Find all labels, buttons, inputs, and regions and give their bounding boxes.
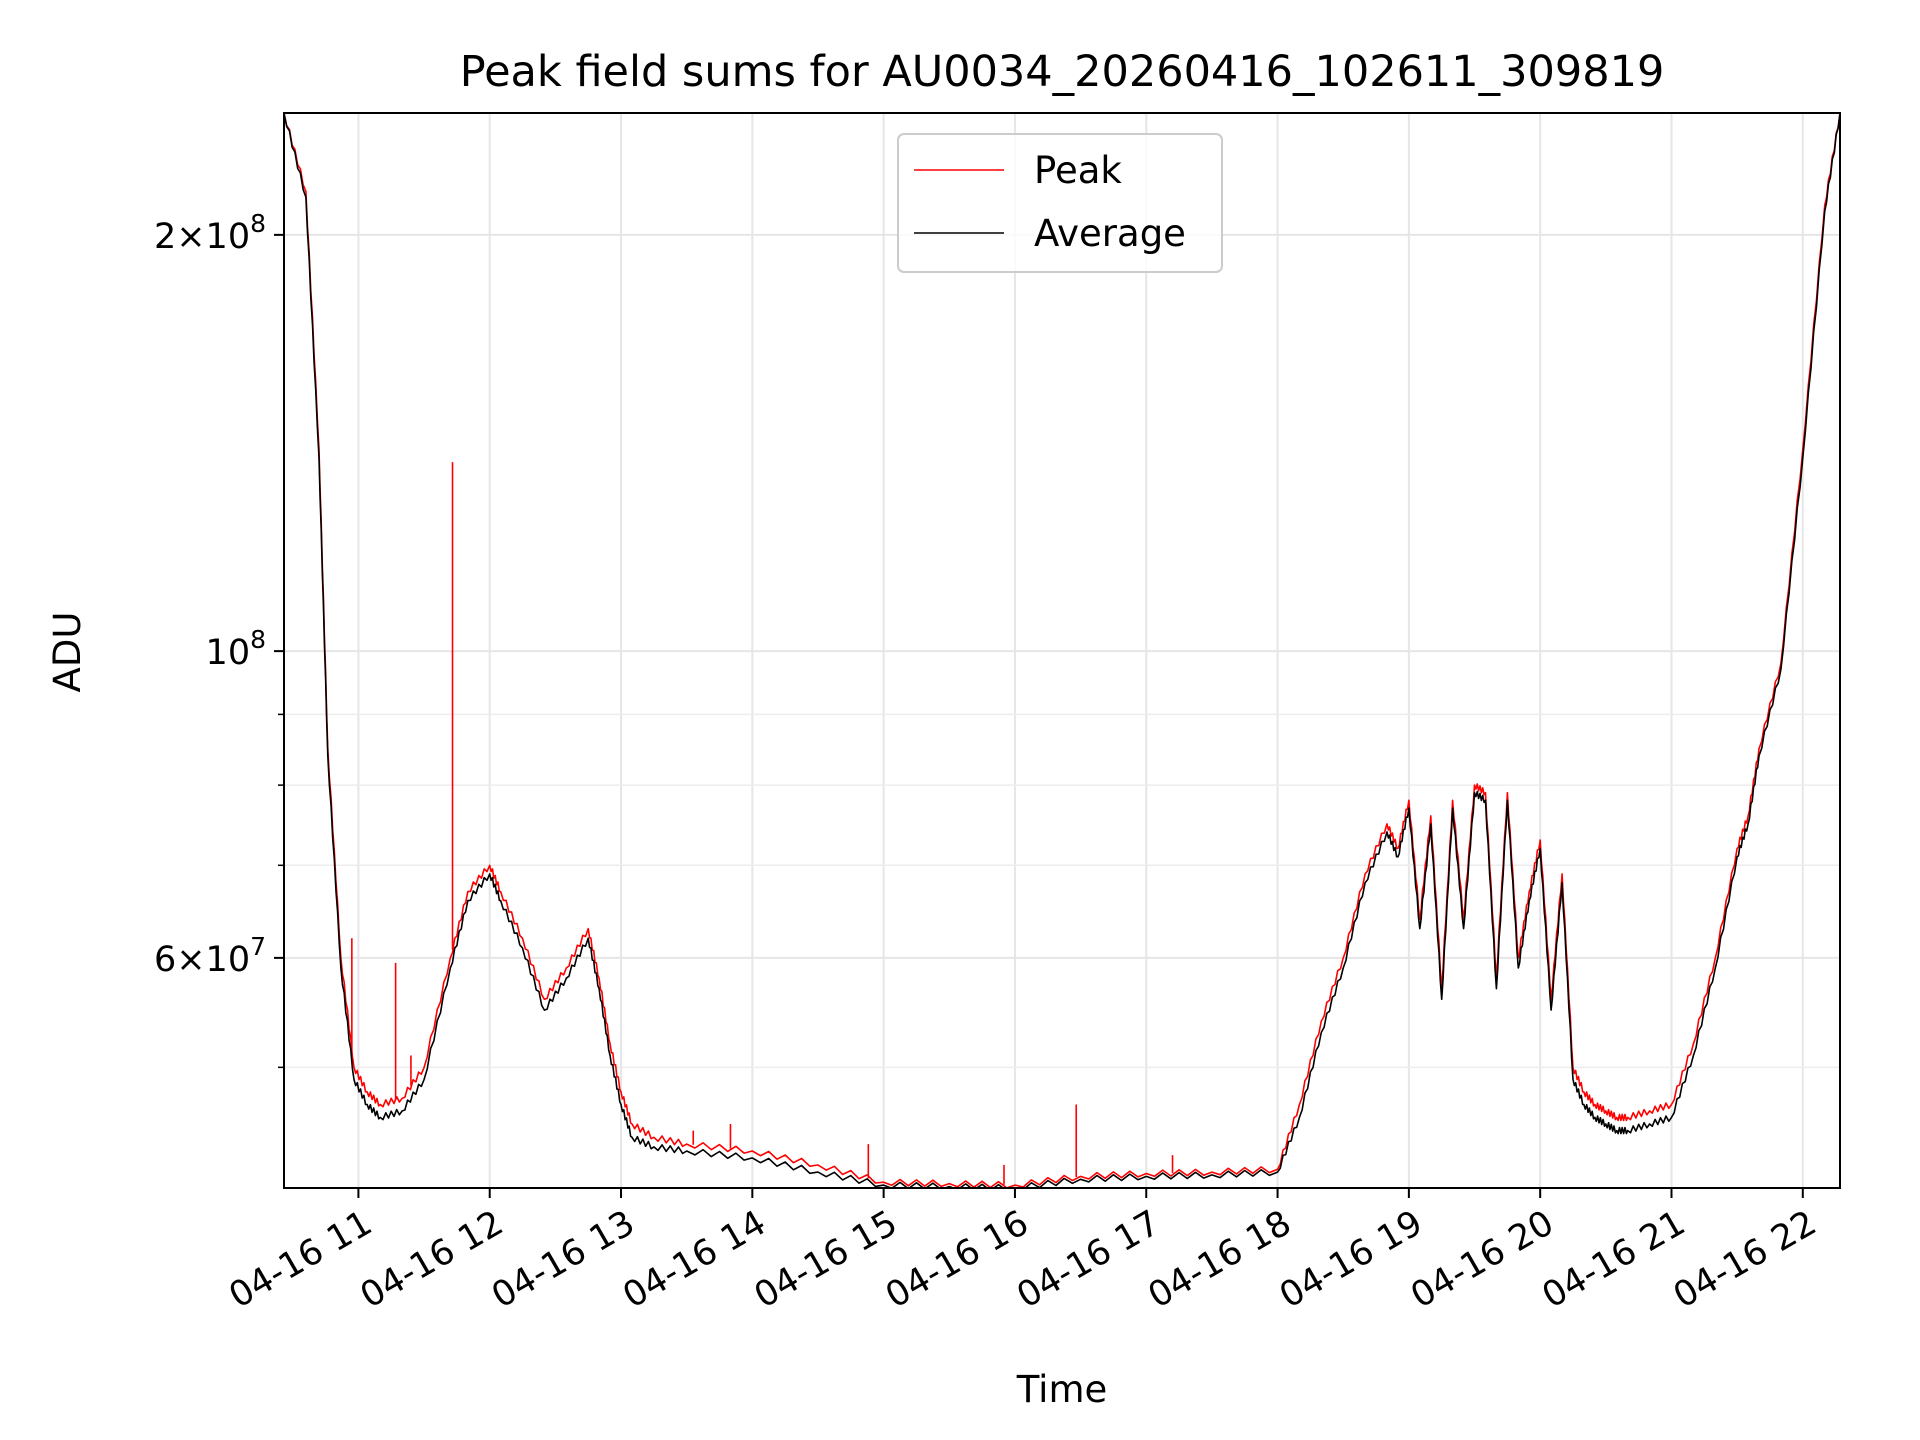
legend-label-average: Average [1034, 212, 1186, 255]
x-axis-label: Time [1016, 1368, 1108, 1411]
legend-box [897, 133, 1223, 273]
y-tick-label: 108 [206, 625, 266, 673]
series-layer [284, 113, 1840, 1188]
series-group [284, 113, 1840, 1188]
y-axis-label: ADU [46, 612, 89, 693]
series-line-peak [284, 113, 1840, 1188]
y-tick-label: 6×107 [154, 932, 266, 980]
y-tick-label: 2×108 [154, 209, 266, 257]
y-ticks: 2×108 108 6×107 [154, 209, 284, 1069]
legend-label-peak: Peak [1034, 149, 1122, 192]
legend: Peak Average [897, 133, 1223, 273]
grid [284, 113, 1840, 1188]
series-line-average [284, 113, 1840, 1188]
chart-title: Peak field sums for AU0034_20260416_1026… [460, 47, 1665, 97]
